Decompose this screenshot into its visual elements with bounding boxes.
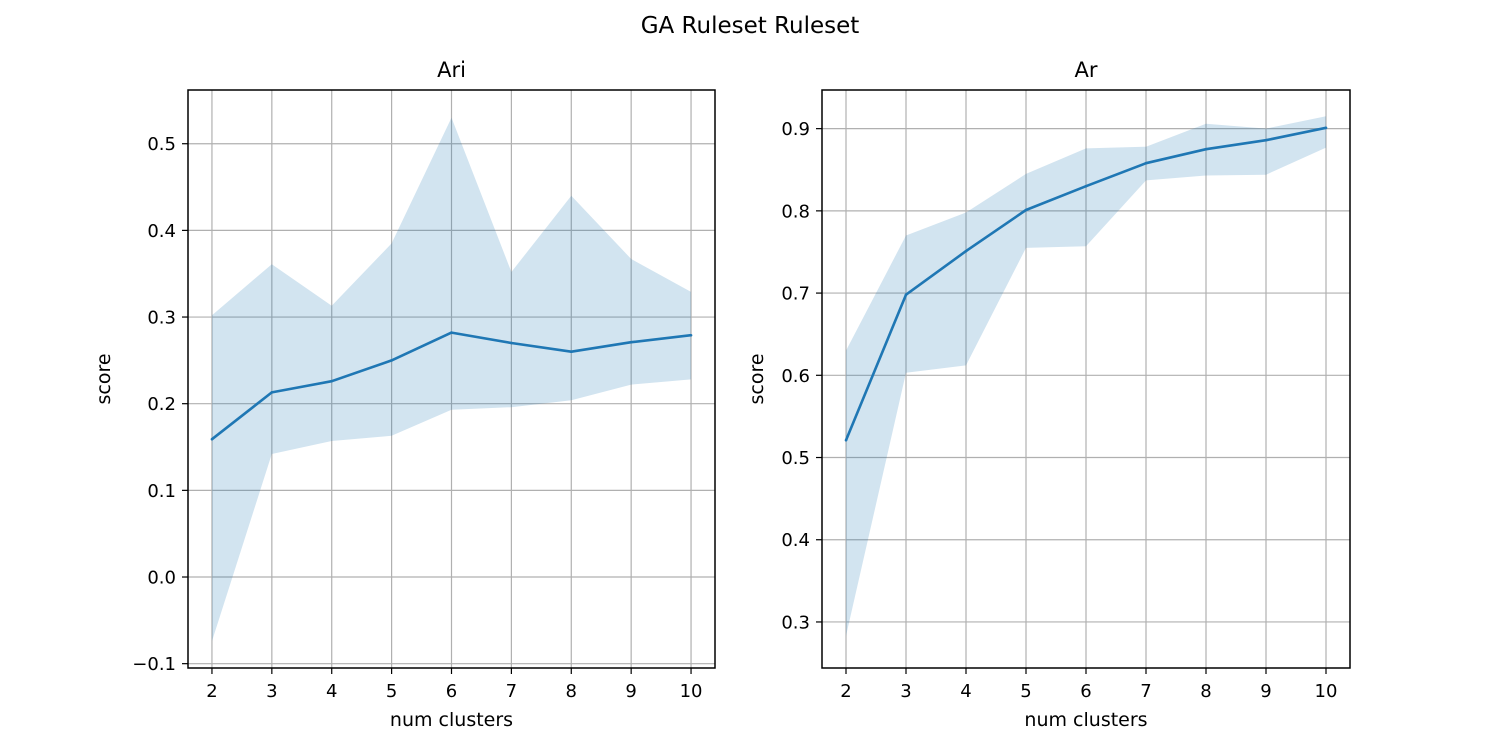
data-point [450,331,453,334]
x-tick-label: 4 [960,681,971,702]
series-line [210,331,693,441]
grid-lines [822,90,1350,668]
data-point [1024,208,1028,212]
confidence-band [846,116,1326,636]
x-tick-label: 2 [206,681,217,702]
y-tick-label: 0.4 [147,221,176,242]
data-point [629,340,633,344]
grid-lines [188,90,715,668]
y-tick-label: 0.5 [147,134,176,155]
y-axis-label: score [746,353,768,404]
x-tick-label: 6 [446,681,457,702]
y-tick-label: 0.2 [147,394,176,415]
x-tick-label: 7 [506,681,517,702]
y-tick-label: 0.1 [147,481,176,502]
band-area [846,116,1326,636]
subplot-ari: 2 3 4 5 6 7 8 9 10 −0.1 0.0 0.1 0.2 0.3 0.4 0.5 Ari nu… [93,58,716,731]
x-tick-label: 3 [266,681,277,702]
y-tick-label: 0.0 [147,568,176,589]
y-axis-ticks: 0.3 0.4 0.5 0.6 0.7 0.8 0.9 [781,119,822,633]
data-point [1264,138,1268,142]
series-line [844,126,1328,442]
data-point [1324,126,1328,130]
figure-suptitle: GA Ruleset Ruleset [641,13,860,39]
x-tick-label: 7 [1140,681,1151,702]
x-tick-label: 10 [1315,681,1338,702]
data-point [510,341,513,345]
x-tick-label: 3 [900,681,911,702]
data-point [1084,184,1088,188]
x-tick-label: 8 [566,681,577,702]
y-tick-label: 0.4 [781,530,810,551]
subplot-ar: 2 3 4 5 6 7 8 9 10 0.3 0.4 0.5 0.6 0.7 0.8 0.9 Ar num … [746,58,1351,731]
y-axis-label: score [93,353,115,404]
data-point [330,379,334,383]
confidence-band [212,117,691,642]
data-point [904,293,908,297]
x-axis-ticks: 2 3 4 5 6 7 8 9 10 [840,668,1337,702]
data-point [964,249,968,253]
x-tick-label: 10 [680,681,703,702]
y-tick-label: 0.8 [781,201,810,222]
y-tick-label: 0.3 [147,308,176,329]
x-tick-label: 5 [386,681,397,702]
data-point [390,359,393,362]
y-tick-label: 0.9 [781,119,810,140]
data-point [210,437,214,441]
y-tick-label: 0.3 [781,612,810,633]
x-tick-label: 6 [1080,681,1091,702]
x-tick-label: 9 [625,681,636,702]
y-tick-label: 0.6 [781,366,810,387]
x-tick-label: 5 [1020,681,1031,702]
subplot-title: Ar [1075,58,1098,82]
data-point [569,350,573,354]
x-tick-label: 4 [326,681,337,702]
x-tick-label: 2 [840,681,851,702]
data-point [1144,161,1148,165]
y-axis-ticks: −0.1 0.0 0.1 0.2 0.3 0.4 0.5 [132,134,188,675]
x-axis-ticks: 2 3 4 5 6 7 8 9 10 [206,668,702,702]
data-point [689,333,693,337]
y-tick-label: 0.7 [781,284,810,305]
x-tick-label: 9 [1260,681,1271,702]
x-tick-label: 8 [1200,681,1211,702]
data-point [844,438,848,442]
band-area [212,117,691,642]
x-axis-label: num clusters [1024,709,1147,731]
y-tick-label: 0.5 [781,448,810,469]
data-point [270,391,274,394]
subplot-title: Ari [437,58,466,82]
x-axis-label: num clusters [390,709,513,731]
data-point [1204,147,1208,151]
y-tick-label: −0.1 [132,654,176,675]
